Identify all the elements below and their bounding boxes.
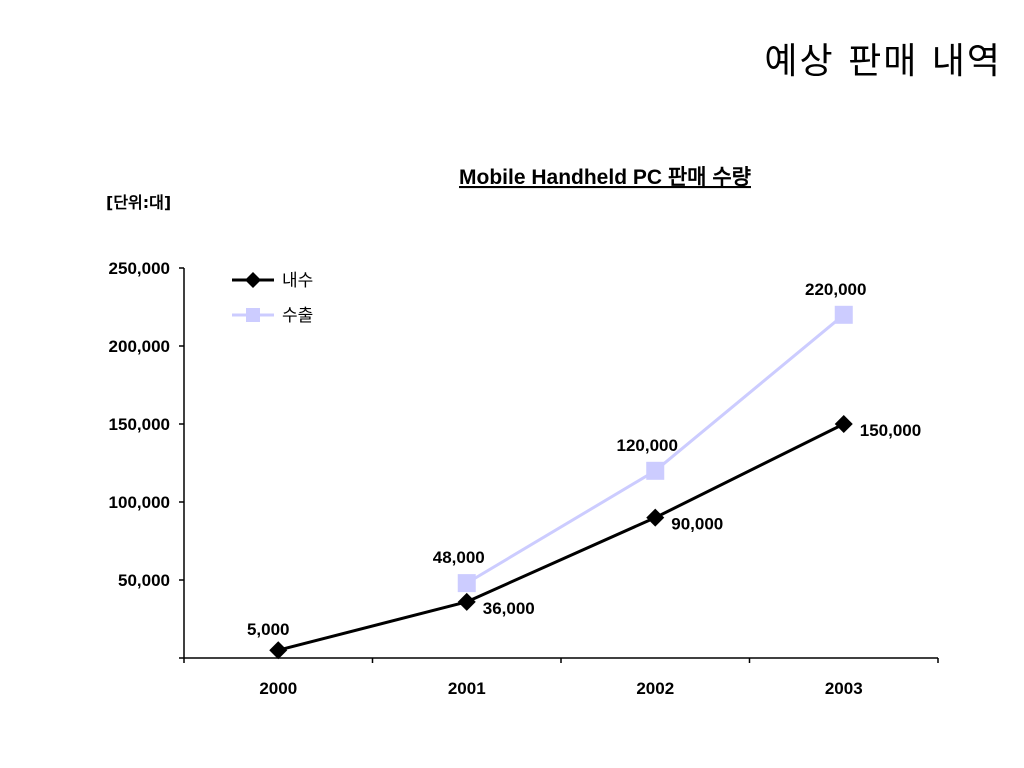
diamond-marker: [834, 415, 853, 433]
y-tick-label: 100,000: [109, 493, 170, 512]
square-marker: [646, 461, 665, 480]
chart-axes: [179, 267, 939, 663]
diamond-marker: [269, 641, 288, 660]
diamond-marker: [457, 592, 476, 611]
y-axis-ticks: 50,000 100,000 150,000 200,000 250,000: [109, 259, 170, 590]
data-label-domestic: 90,000: [671, 515, 723, 534]
data-label-export: 220,000: [805, 280, 866, 299]
legend-diamond-marker: [245, 272, 261, 288]
data-label-domestic: 36,000: [483, 599, 535, 618]
x-tick-label: 2002: [636, 679, 674, 698]
series-line-1: [277, 422, 845, 652]
y-tick-label: 200,000: [109, 337, 170, 356]
slide-title: 예상 판매 내역: [764, 41, 1002, 82]
data-label-domestic: 150,000: [860, 421, 921, 440]
legend-square-marker: [246, 308, 260, 322]
y-tick-label: 50,000: [118, 571, 170, 590]
series-markers: [269, 305, 853, 660]
x-tick-label: 2000: [259, 679, 297, 698]
y-tick-label: 250,000: [109, 259, 170, 278]
x-tick-label: 2001: [448, 679, 486, 698]
unit-label: [단위:대]: [106, 193, 171, 212]
data-labels: 48,000 120,000 220,000 5,000 36,000 90,000 150…: [247, 280, 921, 639]
diamond-marker: [646, 508, 665, 527]
data-label-export: 48,000: [433, 548, 485, 567]
x-axis-ticks: 2000 2001 2002 2003: [259, 679, 862, 698]
legend-label: 내수: [282, 271, 313, 291]
chart-title: Mobile Handheld PC 판매 수량: [459, 166, 751, 189]
data-label-domestic: 5,000: [247, 620, 290, 639]
y-tick-label: 150,000: [109, 415, 170, 434]
square-marker: [457, 574, 476, 593]
square-marker: [834, 305, 853, 324]
data-label-export: 120,000: [617, 436, 678, 455]
series-lines: [277, 313, 845, 652]
x-tick-label: 2003: [825, 679, 863, 698]
legend-label: 수출: [282, 306, 313, 326]
